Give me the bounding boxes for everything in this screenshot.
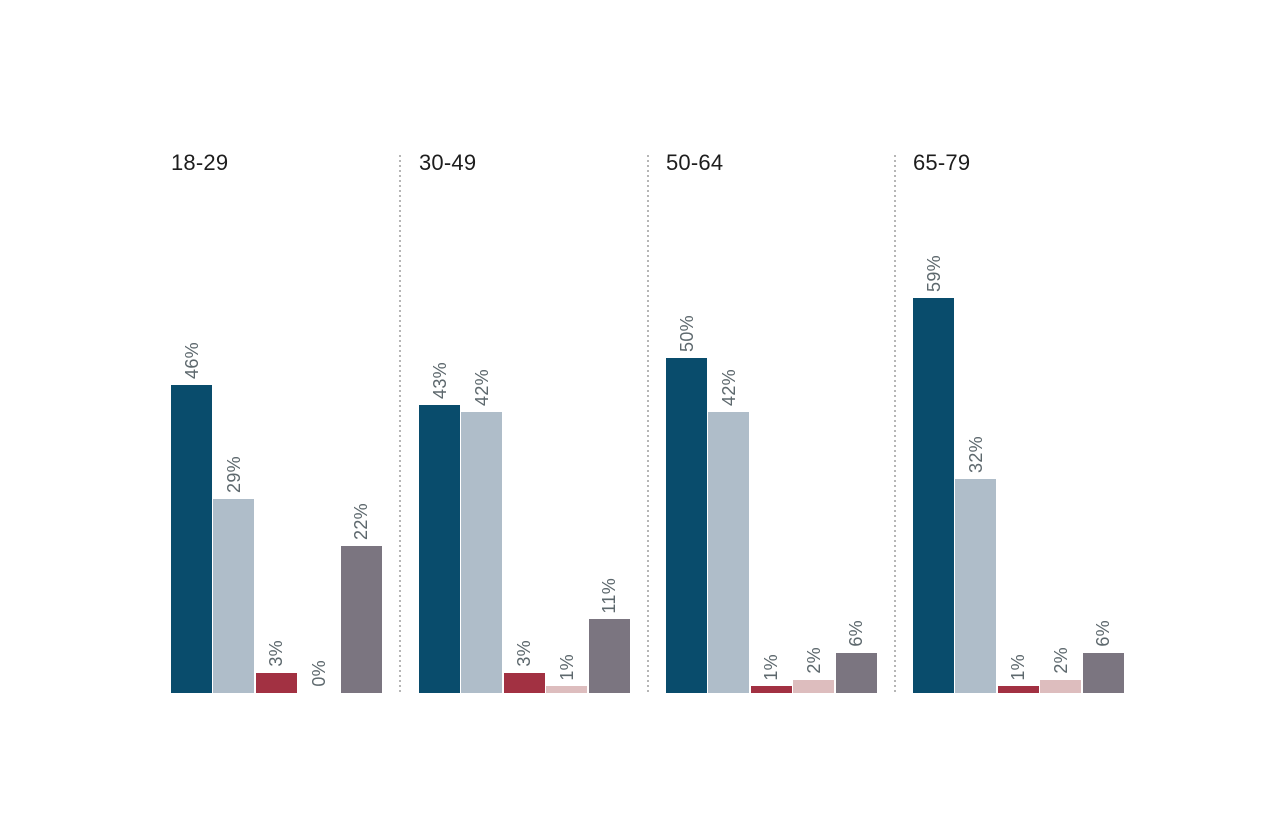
bar-value-text: 42% [718,368,739,406]
bar-value-label: 46% [171,342,212,379]
bar-series-dark-teal [666,358,707,693]
bar-value-text: 59% [923,254,944,292]
bar-value-label: 32% [955,436,996,473]
bar-value-text: 50% [676,315,697,352]
bar-series-light-slate [461,411,503,693]
bar-value-text: 0% [308,660,329,687]
bar-value-label: 22% [341,503,382,540]
bar-series-dark-red [503,672,545,693]
bar-value-text: 6% [1093,620,1114,647]
group-label: 65-79 [913,150,971,175]
group-label: 50-64 [666,150,724,175]
bar-value-label: 1% [546,654,587,681]
bar-value-label: 42% [708,369,749,406]
bar-series-dark-teal [171,384,212,693]
bar-value-text: 3% [266,640,287,667]
bar-value-label: 6% [836,620,877,647]
bar-value-text: 46% [181,341,202,379]
bar-value-text: 22% [351,502,372,540]
bar-value-text: 11% [599,577,620,614]
bar-value-label: 6% [1083,620,1124,647]
bar-value-text: 29% [223,455,244,493]
bar-value-label: 11% [589,578,630,614]
bar-series-mauve-gray [340,545,382,693]
bar-value-text: 2% [1050,646,1071,674]
group-divider [646,155,649,693]
bar-value-label: 42% [461,369,502,406]
group-divider [894,155,896,693]
bar-series-mauve-gray [1082,652,1124,693]
bar-series-dark-teal [419,404,460,693]
bar-series-light-pink [1040,679,1082,693]
bar-value-label: 2% [1040,647,1081,674]
group-divider [399,155,401,693]
bar-series-dark-teal [913,297,954,693]
bar-value-text: 42% [471,368,492,406]
bar-value-label: 50% [666,315,707,352]
bar-value-label: 3% [504,640,545,667]
group-label: 18-29 [171,150,229,175]
bar-series-dark-red [255,672,297,693]
bar-value-label: 0% [298,660,339,687]
bar-value-text: 1% [1008,653,1029,681]
bar-series-mauve-gray [588,619,630,693]
bar-value-text: 43% [429,361,450,399]
bar-value-label: 2% [793,647,834,674]
bar-value-text: 1% [761,653,782,681]
bar-value-label: 1% [751,654,792,681]
bar-series-dark-red [997,686,1039,693]
group-label: 30-49 [419,150,477,175]
bar-series-light-slate [708,411,750,693]
bar-series-mauve-gray [835,652,877,693]
bar-value-label: 43% [419,362,460,399]
bar-series-light-slate [955,478,997,693]
bar-series-light-slate [213,498,255,693]
bar-series-dark-red [750,686,792,693]
bar-value-text: 1% [556,653,577,681]
bar-value-text: 2% [803,646,824,674]
bar-value-label: 3% [256,640,297,667]
bar-value-text: 32% [965,435,986,473]
bar-series-light-pink [793,679,835,693]
bar-value-label: 29% [213,456,254,493]
bar-value-text: 3% [514,640,535,667]
bar-value-text: 6% [846,620,867,647]
bar-value-label: 1% [998,654,1039,681]
bar-series-light-pink [546,686,588,693]
bar-value-label: 59% [913,255,954,292]
